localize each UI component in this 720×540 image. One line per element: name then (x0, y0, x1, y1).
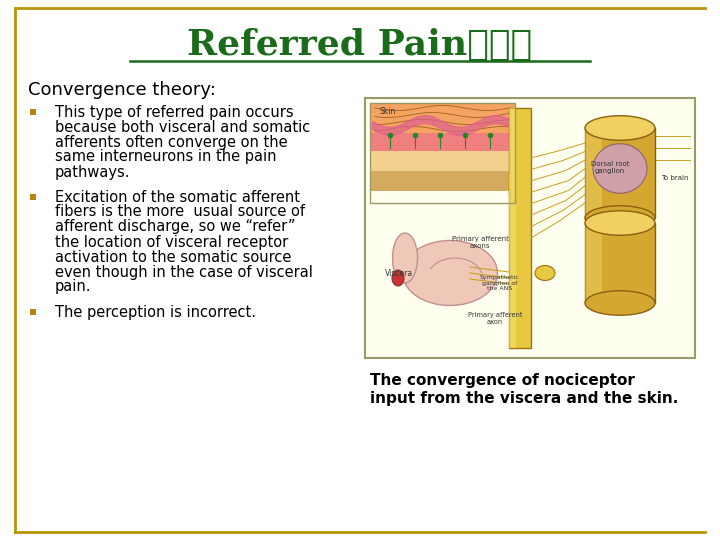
Text: Excitation of the somatic afferent: Excitation of the somatic afferent (55, 190, 300, 205)
Ellipse shape (585, 291, 655, 315)
Bar (370, 151, 515, 171)
Text: The convergence of nociceptor: The convergence of nociceptor (370, 373, 635, 388)
Ellipse shape (593, 144, 647, 193)
Ellipse shape (392, 233, 418, 283)
Ellipse shape (402, 240, 498, 306)
Ellipse shape (585, 116, 655, 140)
Bar (370, 171, 515, 191)
Text: To brain: To brain (661, 175, 689, 181)
Bar (370, 103, 515, 203)
Ellipse shape (585, 211, 655, 235)
Text: even though in the case of visceral: even though in the case of visceral (55, 265, 313, 280)
Bar (509, 108, 531, 348)
Ellipse shape (535, 266, 555, 280)
Text: The perception is incorrect.: The perception is incorrect. (55, 305, 256, 320)
Bar (370, 103, 515, 133)
Bar (585, 128, 602, 218)
Text: Primary afferent
axon: Primary afferent axon (468, 312, 522, 325)
Text: Referred Pain牛涉痛: Referred Pain牛涉痛 (187, 28, 533, 62)
Text: fibers is the more  usual source of: fibers is the more usual source of (55, 205, 305, 219)
Bar (365, 98, 695, 358)
Text: Skin: Skin (380, 106, 397, 116)
Text: activation to the somatic source: activation to the somatic source (55, 249, 292, 265)
Bar (509, 108, 516, 348)
Text: the location of visceral receptor: the location of visceral receptor (55, 234, 288, 249)
Ellipse shape (585, 206, 655, 230)
Bar (585, 223, 655, 303)
Bar (585, 128, 655, 218)
Text: because both visceral and somatic: because both visceral and somatic (55, 119, 310, 134)
Ellipse shape (392, 270, 404, 286)
Text: This type of referred pain occurs: This type of referred pain occurs (55, 105, 294, 119)
Text: Convergence theory:: Convergence theory: (28, 81, 216, 99)
Text: Primary afferent
axons: Primary afferent axons (451, 237, 508, 249)
Text: pathways.: pathways. (55, 165, 130, 179)
Bar (370, 133, 515, 151)
Text: Sympathetic
ganglion of
the ANS: Sympathetic ganglion of the ANS (480, 275, 520, 291)
Text: same interneurons in the pain: same interneurons in the pain (55, 150, 276, 165)
Bar (585, 223, 602, 303)
Text: pain.: pain. (55, 280, 91, 294)
Text: afferents often converge on the: afferents often converge on the (55, 134, 287, 150)
Text: Dorsal root
ganglion: Dorsal root ganglion (590, 161, 629, 174)
Text: input from the viscera and the skin.: input from the viscera and the skin. (370, 390, 678, 406)
Text: afferent discharge, so we “refer”: afferent discharge, so we “refer” (55, 219, 295, 234)
Text: Viscera: Viscera (385, 268, 413, 278)
